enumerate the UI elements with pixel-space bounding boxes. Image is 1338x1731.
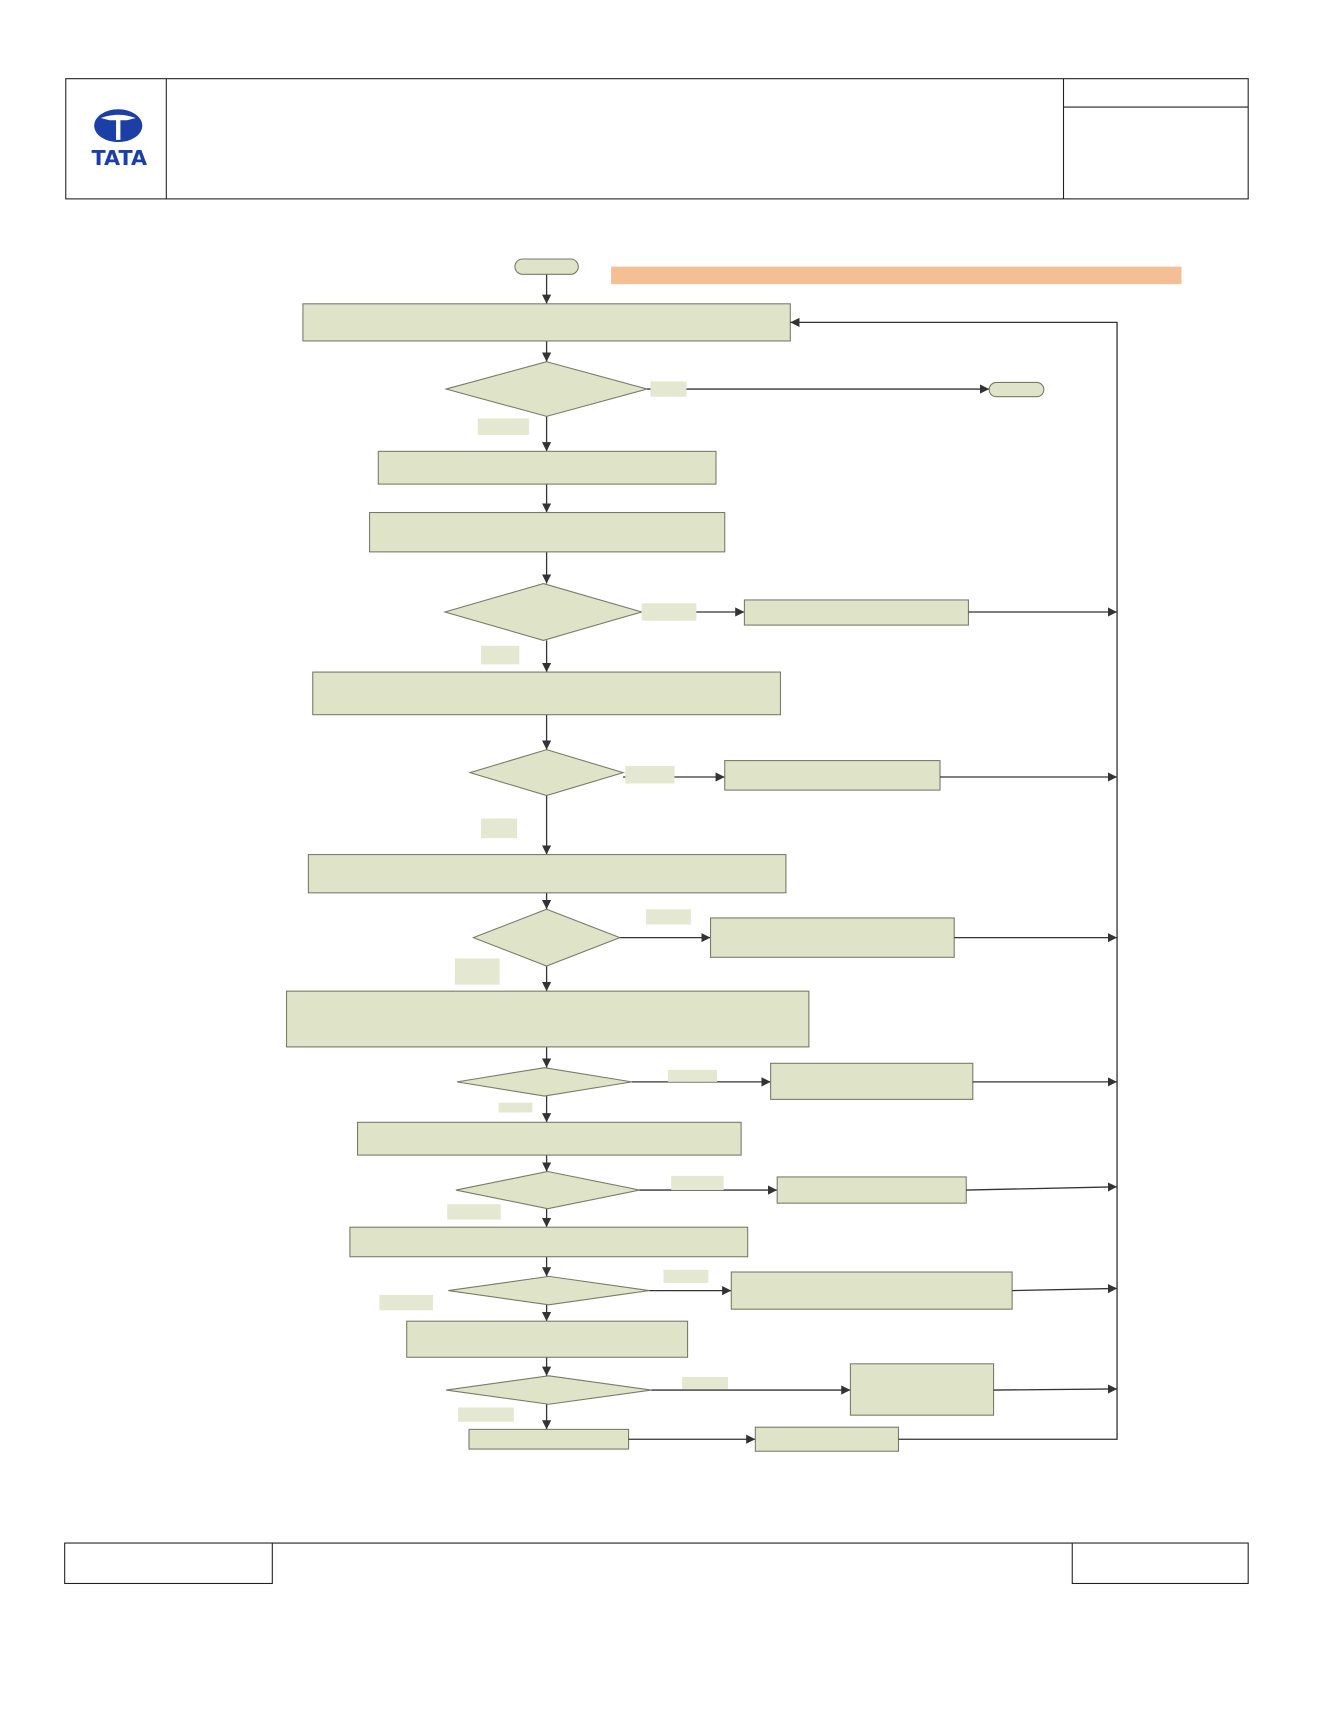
decision — [443, 361, 650, 417]
footer — [64, 1542, 1249, 1585]
decision — [468, 749, 626, 797]
process-box — [357, 1121, 742, 1156]
decision — [456, 1067, 632, 1097]
process-box — [369, 511, 726, 553]
process-box — [743, 599, 969, 626]
branch-label — [641, 603, 697, 621]
highlight-bar — [611, 266, 1182, 285]
logo: TATA — [92, 109, 148, 170]
branch-label — [477, 418, 530, 435]
branch-label — [650, 381, 687, 397]
branch-label — [625, 766, 675, 784]
branch-label — [663, 1269, 709, 1283]
process-box — [302, 303, 791, 342]
process-box — [776, 1176, 967, 1204]
process-box — [468, 1428, 630, 1450]
process-box — [312, 671, 782, 716]
connector — [993, 1384, 1118, 1394]
process-box — [349, 1226, 749, 1258]
logo-text: TATA — [92, 146, 148, 170]
logo-emblem-mark — [100, 114, 136, 140]
start-terminator — [514, 258, 579, 275]
branch-label — [447, 1204, 501, 1220]
footer-cell — [1071, 1542, 1249, 1585]
footer-cell — [64, 1542, 273, 1585]
decision — [455, 1170, 640, 1210]
branch-label — [481, 645, 520, 665]
decision — [443, 582, 644, 641]
end-terminator — [988, 381, 1045, 398]
connector — [966, 1182, 1118, 1192]
branch-label — [498, 1102, 533, 1113]
header-frame — [65, 78, 1249, 200]
connector — [1012, 1284, 1118, 1294]
branch-label — [682, 1376, 729, 1389]
decision — [445, 1375, 652, 1405]
process-box — [724, 760, 941, 791]
process-box — [770, 1062, 974, 1100]
process-box — [285, 990, 810, 1048]
branch-label — [458, 1407, 514, 1422]
branch-label — [667, 1069, 718, 1082]
process-box — [307, 854, 787, 894]
branch-label — [379, 1294, 433, 1311]
header: TATA — [65, 78, 1249, 200]
branch-label — [671, 1175, 724, 1191]
process-box — [730, 1271, 1013, 1310]
process-box — [406, 1320, 689, 1358]
branch-label — [646, 909, 691, 925]
branch-label — [481, 818, 518, 839]
flowchart — [285, 258, 1182, 1452]
connector — [790, 317, 1118, 1440]
process-box — [709, 917, 955, 958]
decision — [471, 908, 622, 967]
process-box — [754, 1426, 900, 1452]
process-box — [849, 1363, 995, 1416]
branch-label — [454, 958, 500, 985]
decision — [448, 1275, 650, 1306]
process-box — [377, 450, 717, 485]
